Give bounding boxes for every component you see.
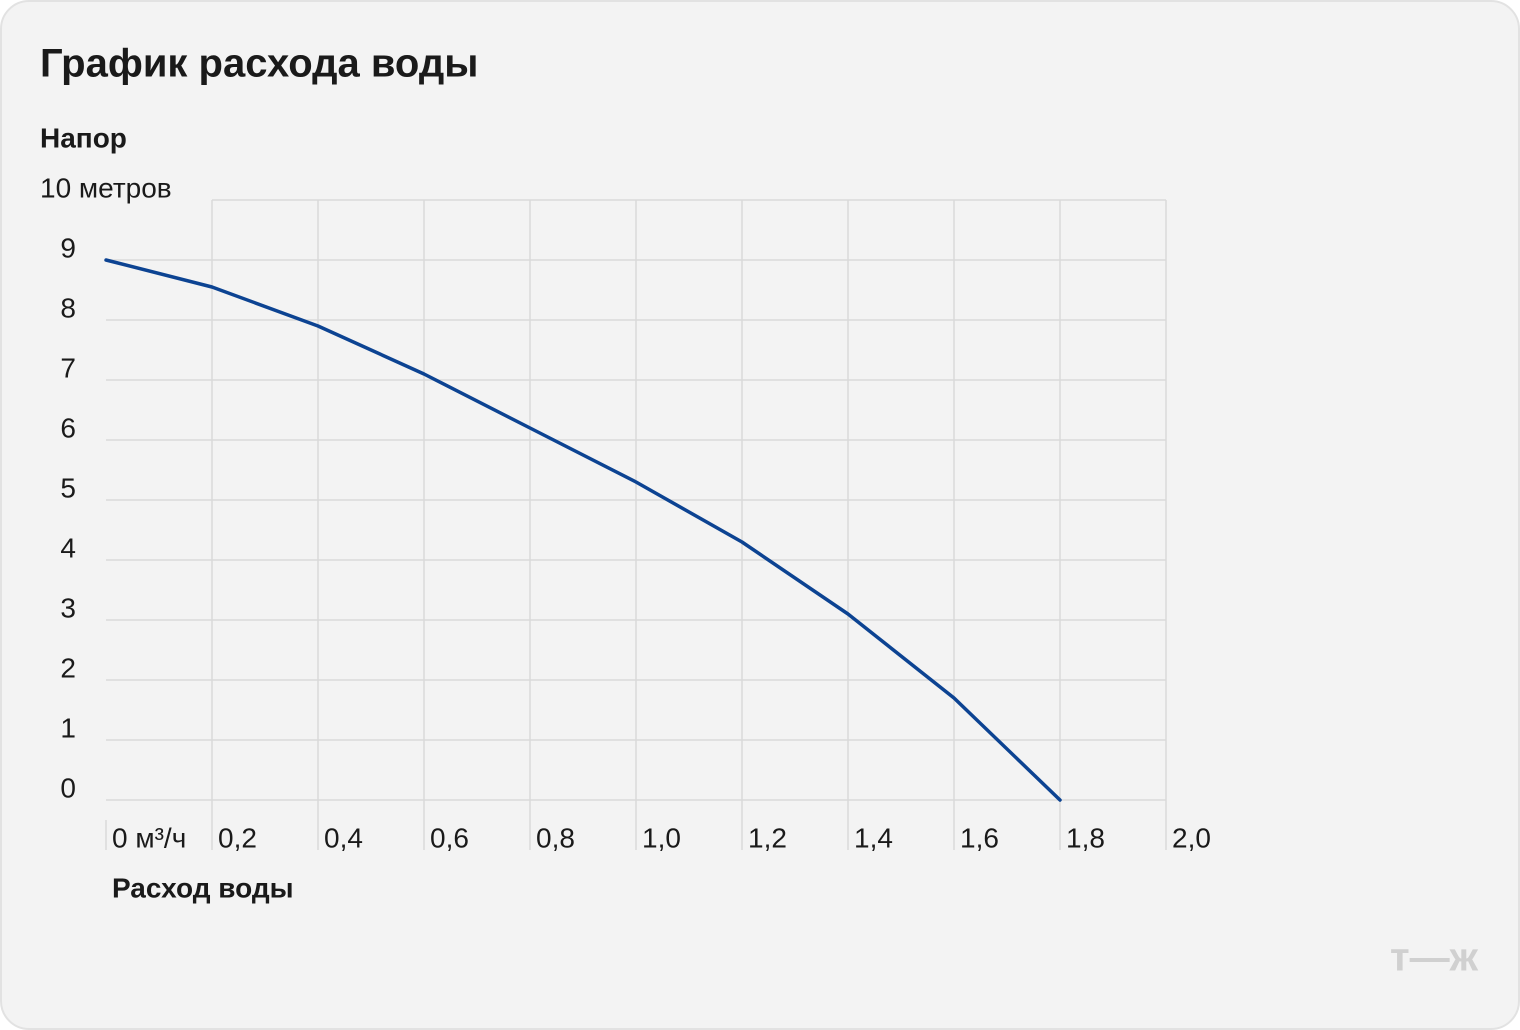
y-tick-label: 9 [60, 232, 76, 263]
y-tick-label: 3 [60, 592, 76, 623]
y-tick-label: 6 [60, 412, 76, 443]
data-line [104, 258, 1062, 802]
x-tick-label: 1,6 [960, 822, 999, 853]
x-tick-label: 1,8 [1066, 822, 1105, 853]
x-axis-label: Расход воды [112, 872, 294, 903]
x-tick-label: 2,0 [1172, 822, 1211, 853]
x-tick-label: 1,2 [748, 822, 787, 853]
y-tick-label: 10 метров [40, 172, 172, 203]
x-tick-label: 0,8 [536, 822, 575, 853]
y-tick-label: 2 [60, 652, 76, 683]
y-tick-label: 4 [60, 532, 76, 563]
y-tick-label: 0 [60, 772, 76, 803]
y-tick-label: 5 [60, 472, 76, 503]
x-tick-label: 0 м³/ч [112, 822, 186, 853]
chart-title: График расхода воды [40, 42, 478, 86]
y-tick-label: 1 [60, 712, 76, 743]
y-tick-label: 7 [60, 352, 76, 383]
x-tick-label: 0,6 [430, 822, 469, 853]
y-axis-label: Напор [40, 122, 127, 153]
y-tick-label: 8 [60, 292, 76, 323]
x-tick-label: 1,4 [854, 822, 893, 853]
x-tick-label: 1,0 [642, 822, 681, 853]
x-tick-label: 0,2 [218, 822, 257, 853]
brand-logo: т—ж [1390, 936, 1479, 980]
x-tick-label: 0,4 [324, 822, 363, 853]
